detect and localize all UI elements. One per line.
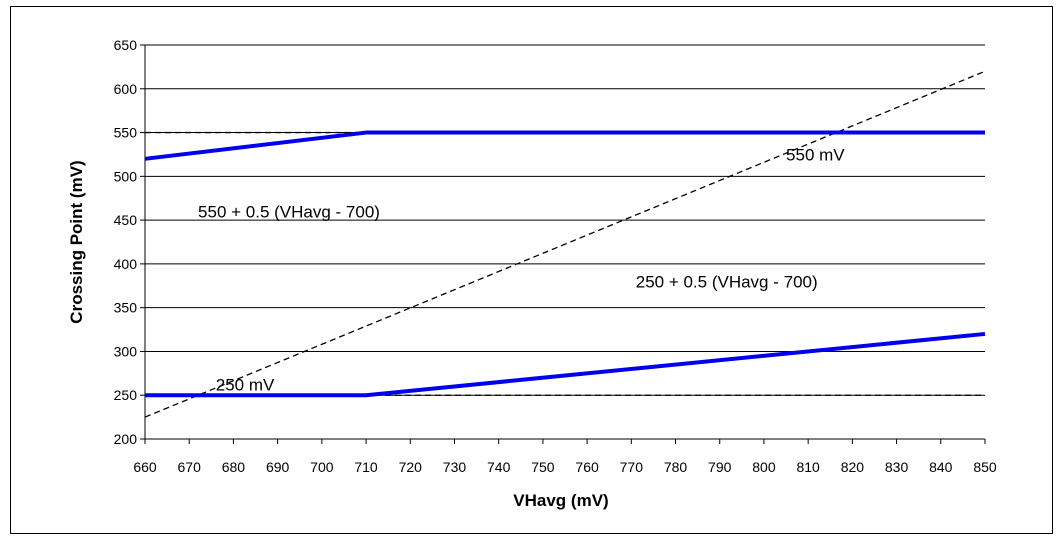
x-tick-label: 660	[133, 459, 157, 475]
y-tick-label: 250	[114, 387, 138, 403]
y-tick-label: 450	[114, 212, 138, 228]
y-tick-labels: 200 250 300 350 400 450 500 550 600 650	[114, 37, 138, 447]
series-lines	[144, 70, 986, 418]
dashed-line-1	[144, 70, 986, 418]
x-tick-label: 670	[178, 459, 202, 475]
chart-frame	[10, 6, 1053, 534]
x-tick-label: 740	[487, 459, 511, 475]
x-tick-label: 730	[443, 459, 467, 475]
y-tick-label: 300	[114, 343, 138, 359]
x-tick-label: 780	[664, 459, 688, 475]
y-tick-label: 500	[114, 168, 138, 184]
x-tick-label: 830	[885, 459, 909, 475]
x-tick-label: 770	[620, 459, 644, 475]
x-tick-label: 710	[354, 459, 378, 475]
y-tick-label: 200	[114, 431, 138, 447]
y-axis-title: Crossing Point (mV)	[67, 160, 86, 323]
annotations: 550 mV 550 + 0.5 (VHavg - 700) 250 + 0.5 (…	[198, 145, 845, 394]
solid-line-4	[145, 331, 986, 398]
annotation-label: 550 mV	[786, 145, 845, 164]
axes	[140, 44, 986, 444]
annotation-label: 250 + 0.5 (VHavg - 700)	[636, 272, 818, 291]
solid-line-3	[144, 130, 985, 161]
y-tick-label: 650	[114, 37, 138, 53]
x-tick-label: 790	[708, 459, 732, 475]
x-tick-label: 840	[929, 459, 953, 475]
x-tick-label: 680	[222, 459, 246, 475]
y-tick-label: 550	[114, 125, 138, 141]
x-tick-label: 800	[752, 459, 776, 475]
x-axis-title: VHavg (mV)	[513, 491, 608, 510]
x-tick-label: 820	[841, 459, 865, 475]
x-tick-label: 810	[796, 459, 820, 475]
y-tick-label: 400	[114, 256, 138, 272]
y-tick-label: 600	[114, 81, 138, 97]
x-tick-label: 690	[266, 459, 290, 475]
x-tick-label: 700	[310, 459, 334, 475]
annotation-label: 550 + 0.5 (VHavg - 700)	[198, 202, 380, 221]
x-tick-labels: 660 670 680 690 700 710 720 730 740 750 760 770 780 7…	[133, 459, 997, 475]
y-tick-label: 350	[114, 300, 138, 316]
annotation-label: 250 mV	[216, 376, 275, 395]
x-tick-label: 750	[531, 459, 555, 475]
x-tick-label: 760	[575, 459, 599, 475]
x-tick-label: 720	[399, 459, 423, 475]
x-tick-label: 850	[973, 459, 997, 475]
